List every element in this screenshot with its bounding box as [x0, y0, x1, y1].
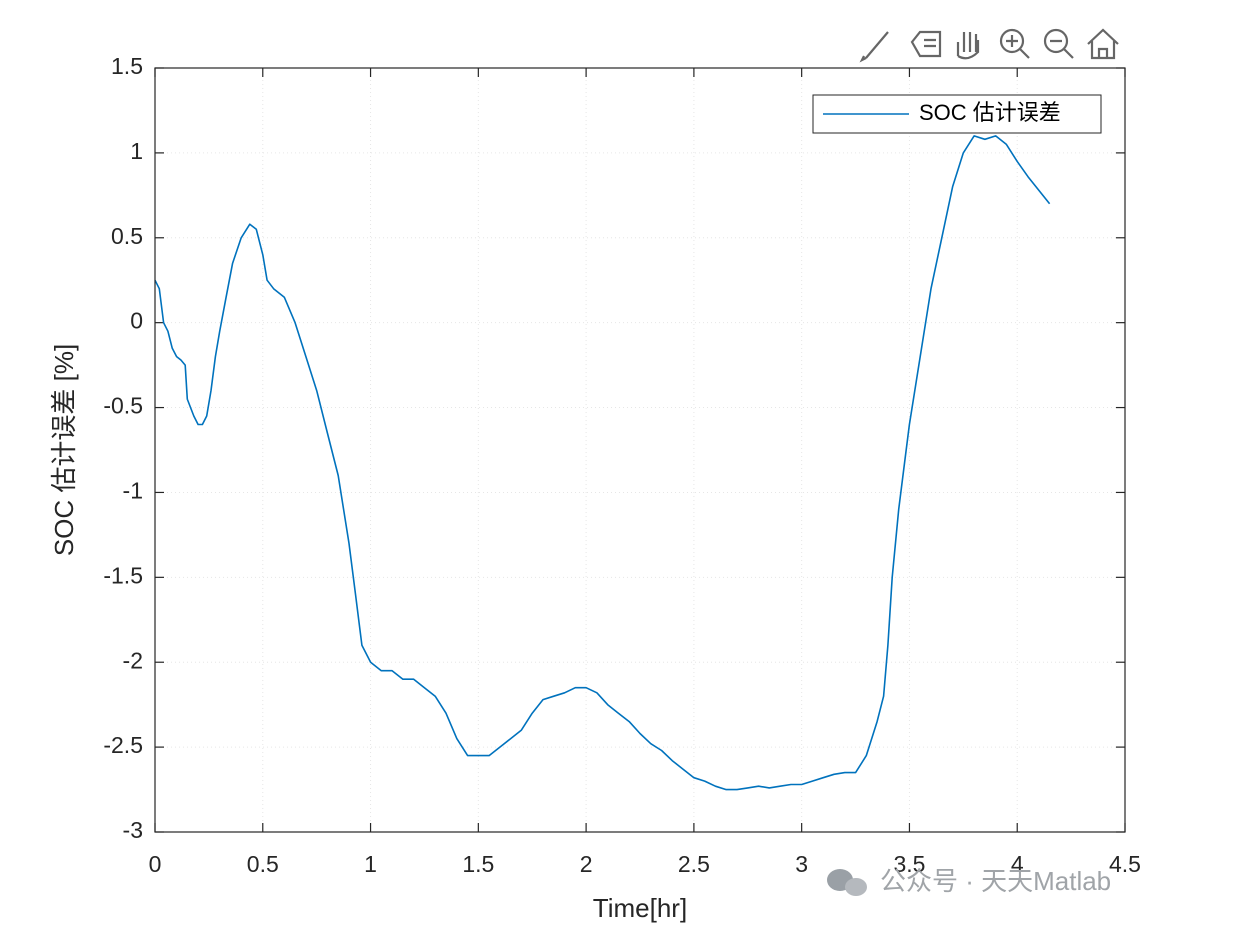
datatip-icon[interactable]	[910, 30, 942, 58]
y-tick-label: -3	[123, 817, 143, 843]
y-tick-label: -2	[123, 647, 143, 673]
y-tick-label: -1.5	[103, 562, 143, 588]
x-tick-label: 2	[580, 851, 593, 877]
watermark: 公众号 · 天天Matlab	[827, 866, 1111, 896]
y-tick-label: 0	[130, 308, 143, 334]
axes-box	[154, 67, 1126, 833]
y-tick-label: -1	[123, 478, 143, 504]
data-line	[154, 135, 1051, 791]
x-tick-label: 1	[364, 851, 377, 877]
x-tick-label: 4	[1011, 851, 1024, 877]
pan-icon[interactable]	[956, 32, 980, 60]
y-tick-label: 0.5	[111, 223, 143, 249]
y-tick-label: 1	[130, 138, 143, 164]
x-tick-label: 4.5	[1109, 851, 1141, 877]
toolbar[interactable]	[859, 28, 1119, 63]
watermark-text: 公众号 · 天天Matlab	[880, 866, 1111, 896]
zoom-in-icon[interactable]	[999, 28, 1025, 54]
home-icon[interactable]	[1087, 28, 1119, 60]
y-tick-label: 1.5	[111, 53, 143, 79]
zoom-out-icon[interactable]	[1043, 28, 1069, 54]
x-tick-label: 0.5	[247, 851, 279, 877]
x-tick-label: 0	[149, 851, 162, 877]
y-axis-label: SOC 估计误差 [%]	[49, 344, 79, 556]
x-axis-label: Time[hr]	[593, 893, 687, 923]
brush-icon[interactable]	[859, 31, 889, 63]
x-tick-label: 1.5	[462, 851, 494, 877]
y-tick-label: -2.5	[103, 732, 143, 758]
legend-label: SOC 估计误差	[919, 100, 1061, 125]
x-tick-label: 3.5	[893, 851, 925, 877]
y-tick-label: -0.5	[103, 393, 143, 419]
x-tick-label: 2.5	[678, 851, 710, 877]
x-tick-label: 3	[795, 851, 808, 877]
